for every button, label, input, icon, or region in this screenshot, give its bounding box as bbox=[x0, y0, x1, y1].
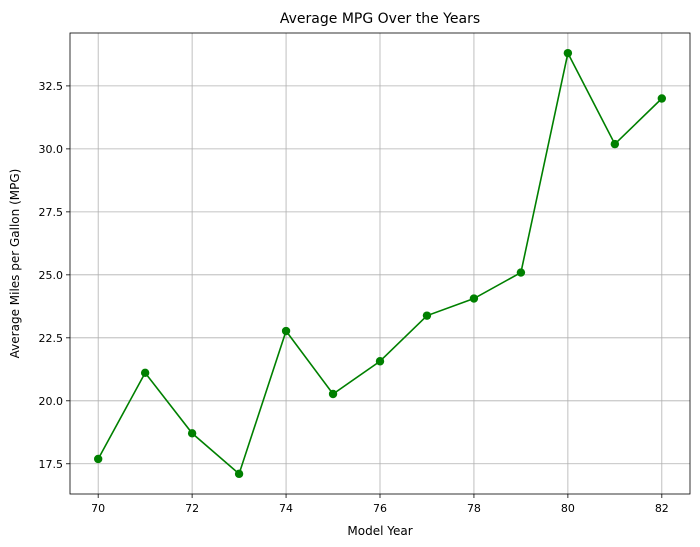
series-layer bbox=[93, 48, 667, 479]
x-tick-label: 76 bbox=[373, 502, 387, 515]
y-tick-label: 22.5 bbox=[39, 332, 64, 345]
x-axis-label: Model Year bbox=[347, 524, 412, 538]
data-point bbox=[516, 268, 526, 277]
data-point bbox=[281, 326, 291, 336]
grid bbox=[70, 33, 690, 494]
x-tick-label: 78 bbox=[467, 502, 481, 515]
y-tick-label: 27.5 bbox=[39, 206, 64, 219]
x-tick-label: 82 bbox=[655, 502, 669, 515]
data-point bbox=[422, 311, 432, 320]
data-point bbox=[563, 48, 573, 58]
data-point bbox=[234, 469, 244, 479]
data-point bbox=[375, 357, 385, 366]
x-tick-label: 70 bbox=[91, 502, 105, 515]
data-point bbox=[469, 294, 479, 303]
data-point bbox=[657, 94, 667, 103]
y-axis: 17.5 20.0 22.5 25.0 27.5 30.0 32.5 bbox=[39, 80, 70, 471]
y-tick-label: 17.5 bbox=[39, 458, 64, 471]
data-point bbox=[187, 429, 197, 438]
data-point bbox=[328, 389, 338, 399]
x-tick-label: 72 bbox=[185, 502, 199, 515]
chart-title: Average MPG Over the Years bbox=[280, 11, 480, 27]
x-tick-label: 80 bbox=[561, 502, 575, 515]
y-tick-label: 30.0 bbox=[39, 143, 64, 156]
y-tick-label: 32.5 bbox=[39, 80, 64, 93]
y-tick-label: 25.0 bbox=[39, 269, 64, 282]
x-axis: 70 72 74 76 78 80 82 bbox=[91, 494, 669, 515]
y-tick-label: 20.0 bbox=[39, 395, 64, 408]
data-point bbox=[93, 454, 103, 464]
y-axis-label: Average Miles per Gallon (MPG) bbox=[8, 169, 22, 359]
data-point bbox=[140, 368, 150, 378]
x-tick-label: 74 bbox=[279, 502, 293, 515]
data-point bbox=[610, 139, 620, 149]
